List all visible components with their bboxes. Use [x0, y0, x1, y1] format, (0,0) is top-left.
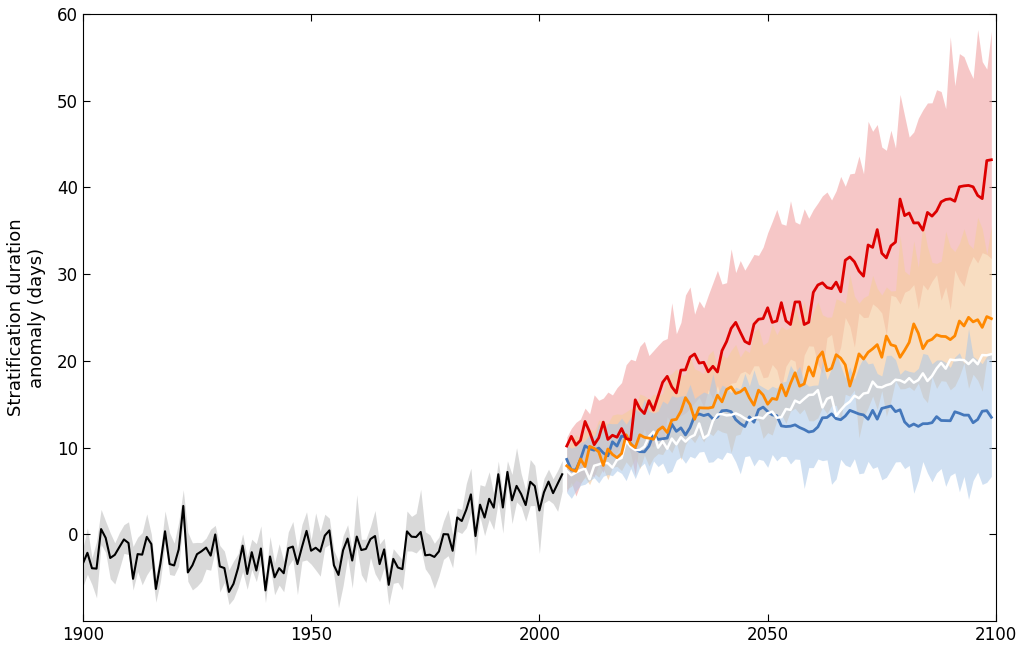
Y-axis label: Stratification duration
anomaly (days): Stratification duration anomaly (days)	[7, 219, 46, 417]
